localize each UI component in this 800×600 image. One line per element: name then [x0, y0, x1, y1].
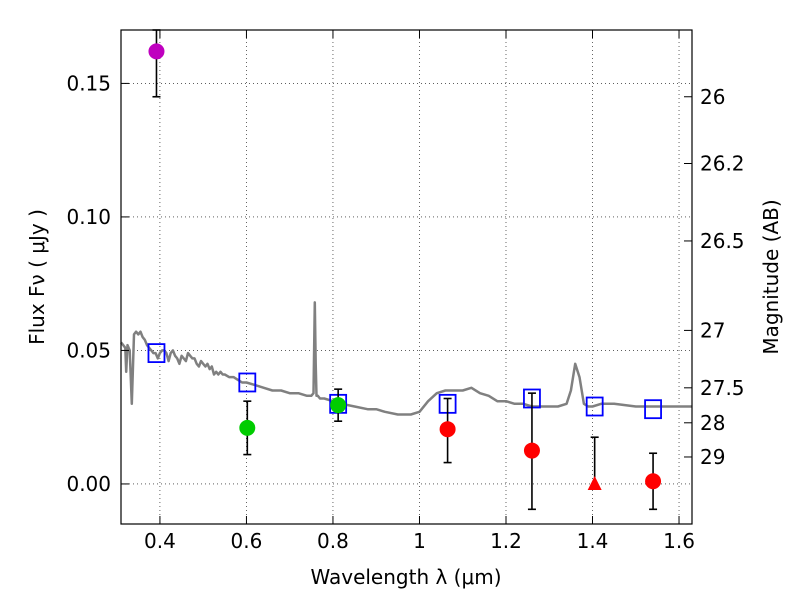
mag-tick-label: 26 [700, 85, 725, 109]
y-tick-label: 0.10 [66, 205, 111, 229]
x-tick-label: 1.4 [577, 529, 609, 553]
observed-upper-limit-marker [587, 475, 602, 490]
y-axis-label: Flux Fν ( μJy ) [25, 209, 49, 345]
observed-point [148, 43, 165, 60]
mag-tick-label: 26.2 [700, 152, 745, 176]
mag-tick-label: 26.5 [700, 229, 745, 253]
y-tick-label: 0.00 [66, 472, 111, 496]
x-tick-label: 0.8 [317, 529, 349, 553]
secondary-y-axis-label: Magnitude (AB) [759, 199, 783, 354]
mag-tick-label: 29 [700, 445, 725, 469]
y-tick-label: 0.15 [66, 71, 111, 95]
x-tick-label: 1 [413, 529, 426, 553]
x-tick-label: 0.6 [231, 529, 263, 553]
observed-point [239, 419, 256, 436]
x-axis-label: Wavelength λ (μm) [310, 565, 501, 589]
ticks: 0.4 0.6 0.8 1 1.2 1.4 1.6 0.00 0.05 0.10 0.15 26 26.… [66, 30, 745, 553]
observed-point [645, 473, 662, 490]
observed-point [439, 421, 456, 438]
model-point-square [585, 396, 604, 417]
x-tick-label: 1.2 [490, 529, 522, 553]
mag-tick-label: 27 [700, 318, 725, 342]
y-tick-label: 0.05 [66, 338, 111, 362]
mag-tick-label: 28 [700, 411, 725, 435]
model-point-square [147, 343, 166, 364]
model-point-square [644, 399, 662, 420]
plot-frame [120, 29, 693, 525]
mag-tick-label: 27.5 [700, 376, 745, 400]
observed-point [523, 442, 540, 459]
x-tick-label: 1.6 [663, 529, 695, 553]
model-point-square [238, 372, 257, 393]
observed-point [330, 397, 347, 414]
x-tick-label: 0.4 [144, 529, 176, 553]
template-spectrum-line [120, 301, 692, 416]
